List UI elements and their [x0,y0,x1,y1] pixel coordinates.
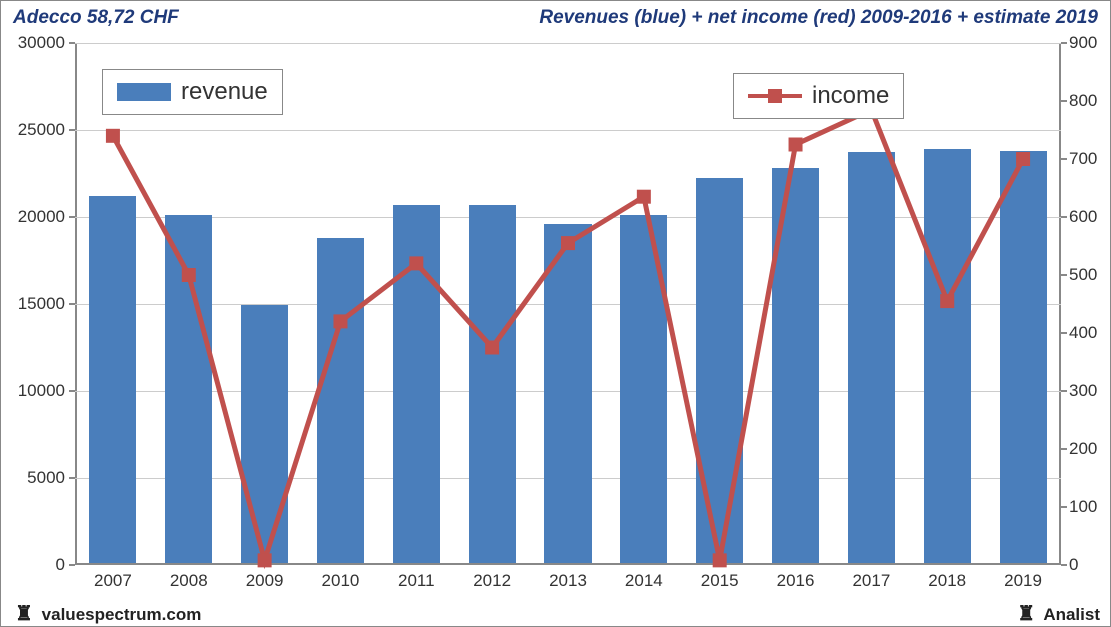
footer-left: ♜ valuespectrum.com [11,601,201,626]
y-label-right: 100 [1069,497,1097,517]
x-label: 2013 [549,571,587,591]
x-label: 2010 [322,571,360,591]
x-label: 2007 [94,571,132,591]
x-label: 2017 [852,571,890,591]
y-tick-right [1061,448,1067,450]
revenue-bar [241,305,288,563]
y-label-right: 300 [1069,381,1097,401]
y-label-right: 600 [1069,207,1097,227]
y-tick-right [1061,100,1067,102]
revenue-bar [544,224,591,563]
y-tick-left [69,216,75,218]
y-tick-left [69,390,75,392]
y-tick-right [1061,332,1067,334]
y-label-left: 30000 [18,33,65,53]
y-label-right: 700 [1069,149,1097,169]
y-tick-right [1061,158,1067,160]
y-label-right: 0 [1069,555,1078,575]
y-axis-right [1059,43,1061,563]
y-label-left: 0 [56,555,65,575]
footer: ♜ valuespectrum.com ♜ Analist [1,600,1110,626]
y-label-left: 20000 [18,207,65,227]
revenue-bar [848,152,895,563]
x-label: 2018 [928,571,966,591]
y-tick-right [1061,216,1067,218]
gridline [75,217,1061,218]
revenue-bar [393,205,440,563]
income-marker [637,190,651,204]
y-tick-right [1061,506,1067,508]
rook-icon: ♜ [1017,601,1035,626]
x-label: 2019 [1004,571,1042,591]
revenue-bar [772,168,819,563]
y-label-left: 15000 [18,294,65,314]
y-label-left: 25000 [18,120,65,140]
footer-right: ♜ Analist [1013,601,1100,626]
y-label-right: 900 [1069,33,1097,53]
y-tick-right [1061,42,1067,44]
x-label: 2009 [246,571,284,591]
legend-label: income [812,82,889,110]
x-label: 2015 [701,571,739,591]
legend-swatch-bar [117,83,171,101]
y-tick-left [69,42,75,44]
revenue-bar [165,215,212,563]
y-tick-left [69,477,75,479]
rook-icon: ♜ [15,601,33,626]
y-tick-right [1061,390,1067,392]
x-label: 2012 [473,571,511,591]
y-tick-left [69,129,75,131]
revenue-bar [924,149,971,563]
y-label-left: 5000 [27,468,65,488]
y-tick-left [69,564,75,566]
y-tick-right [1061,274,1067,276]
y-label-right: 500 [1069,265,1097,285]
y-label-right: 800 [1069,91,1097,111]
plot-area [75,43,1061,565]
revenue-bar [469,205,516,563]
revenue-bar [317,238,364,563]
chart-title-left: Adecco 58,72 CHF [13,7,179,29]
legend-income: income [733,73,904,119]
x-label: 2008 [170,571,208,591]
x-label: 2016 [777,571,815,591]
chart-container: Adecco 58,72 CHF Revenues (blue) + net i… [0,0,1111,627]
income-marker [789,138,803,152]
chart-title-right: Revenues (blue) + net income (red) 2009-… [539,7,1098,29]
y-label-right: 400 [1069,323,1097,343]
legend-label: revenue [181,78,268,106]
y-tick-left [69,303,75,305]
gridline [75,130,1061,131]
revenue-bar [696,178,743,563]
gridline [75,43,1061,44]
footer-left-text: valuespectrum.com [42,605,202,624]
y-label-right: 200 [1069,439,1097,459]
legend-swatch-line [748,87,802,105]
revenue-bar [89,196,136,563]
y-label-left: 10000 [18,381,65,401]
y-axis-left [75,43,77,563]
x-label: 2014 [625,571,663,591]
x-label: 2011 [398,571,435,591]
revenue-bar [620,215,667,563]
footer-right-text: Analist [1043,605,1100,624]
title-bar: Adecco 58,72 CHF Revenues (blue) + net i… [1,1,1110,31]
legend-revenue: revenue [102,69,283,115]
revenue-bar [1000,151,1047,563]
y-tick-right [1061,564,1067,566]
